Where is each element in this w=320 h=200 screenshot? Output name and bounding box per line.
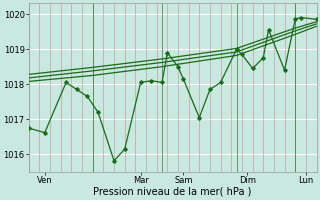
X-axis label: Pression niveau de la mer( hPa ): Pression niveau de la mer( hPa ): [93, 187, 252, 197]
